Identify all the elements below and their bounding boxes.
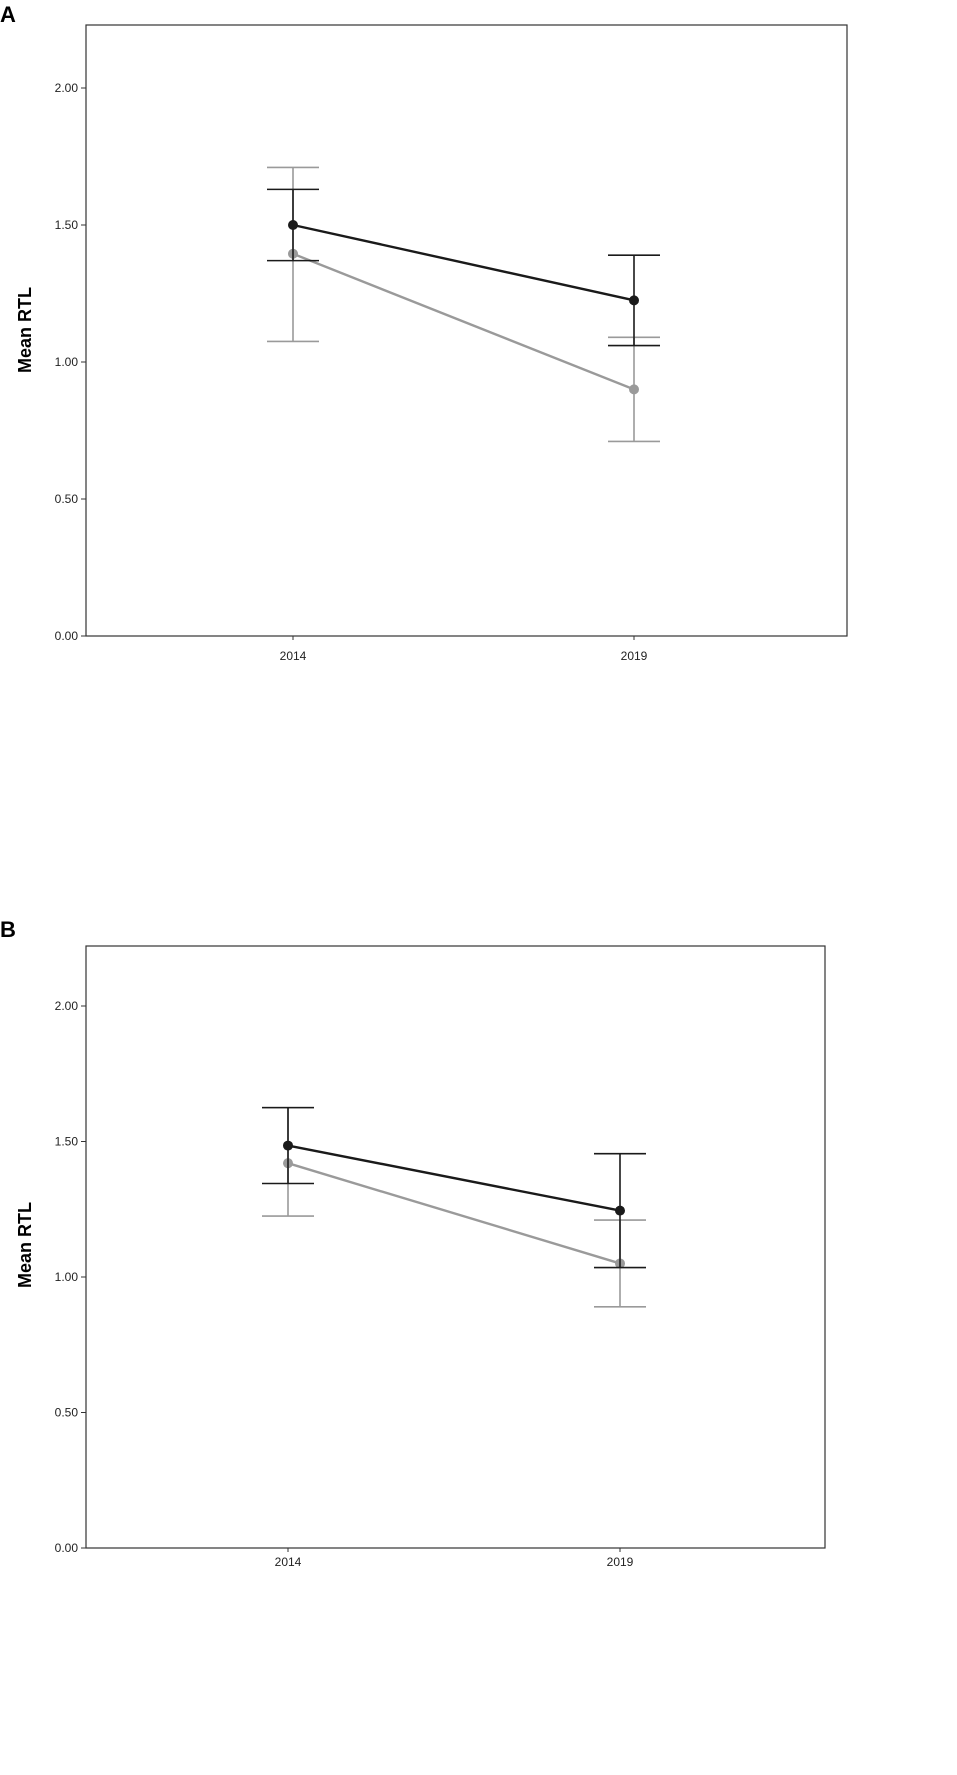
y-tick-label: 0.50 [55, 492, 79, 506]
x-tick-label: 2014 [275, 1555, 302, 1569]
panel-label: B [0, 917, 16, 942]
data-point [288, 220, 298, 230]
y-tick-label: 1.00 [55, 355, 79, 369]
data-point [629, 384, 639, 395]
plot-frame [85, 945, 826, 1549]
y-tick-label: 1.00 [55, 1270, 79, 1284]
series-1 [267, 188, 660, 347]
panel-label: A [0, 2, 16, 27]
y-tick-label: 2.00 [55, 81, 79, 95]
series-line [287, 1162, 621, 1265]
series-1 [262, 1106, 646, 1269]
y-tick-label: 1.50 [55, 218, 79, 232]
y-tick-label: 0.00 [55, 1541, 79, 1555]
x-tick-label: 2019 [621, 649, 648, 663]
series-2 [262, 1106, 646, 1308]
x-tick-label: 2014 [280, 649, 307, 663]
y-tick-label: 0.00 [55, 629, 79, 643]
series-line [292, 252, 635, 391]
data-point [615, 1205, 625, 1216]
data-point [283, 1140, 293, 1151]
y-tick-label: 2.00 [55, 999, 79, 1013]
y-tick-label: 0.50 [55, 1406, 79, 1420]
data-point [629, 295, 639, 306]
y-axis-title: Mean RTL [15, 287, 35, 373]
chart-panel-b: B 0.00 0.50 1.00 1.50 2.00 2014 2019 Mean RTL [0, 917, 826, 1569]
y-axis-title: Mean RTL [15, 1202, 35, 1288]
series-2 [267, 166, 660, 443]
plot-frame [85, 24, 848, 637]
chart-panel-a: A 0.00 0.50 1.00 1.50 2.00 2014 2019 Mean RTL [0, 2, 848, 663]
y-tick-label: 1.50 [55, 1135, 79, 1149]
series-line [287, 1144, 621, 1212]
x-tick-label: 2019 [607, 1555, 634, 1569]
series-line [292, 223, 635, 302]
